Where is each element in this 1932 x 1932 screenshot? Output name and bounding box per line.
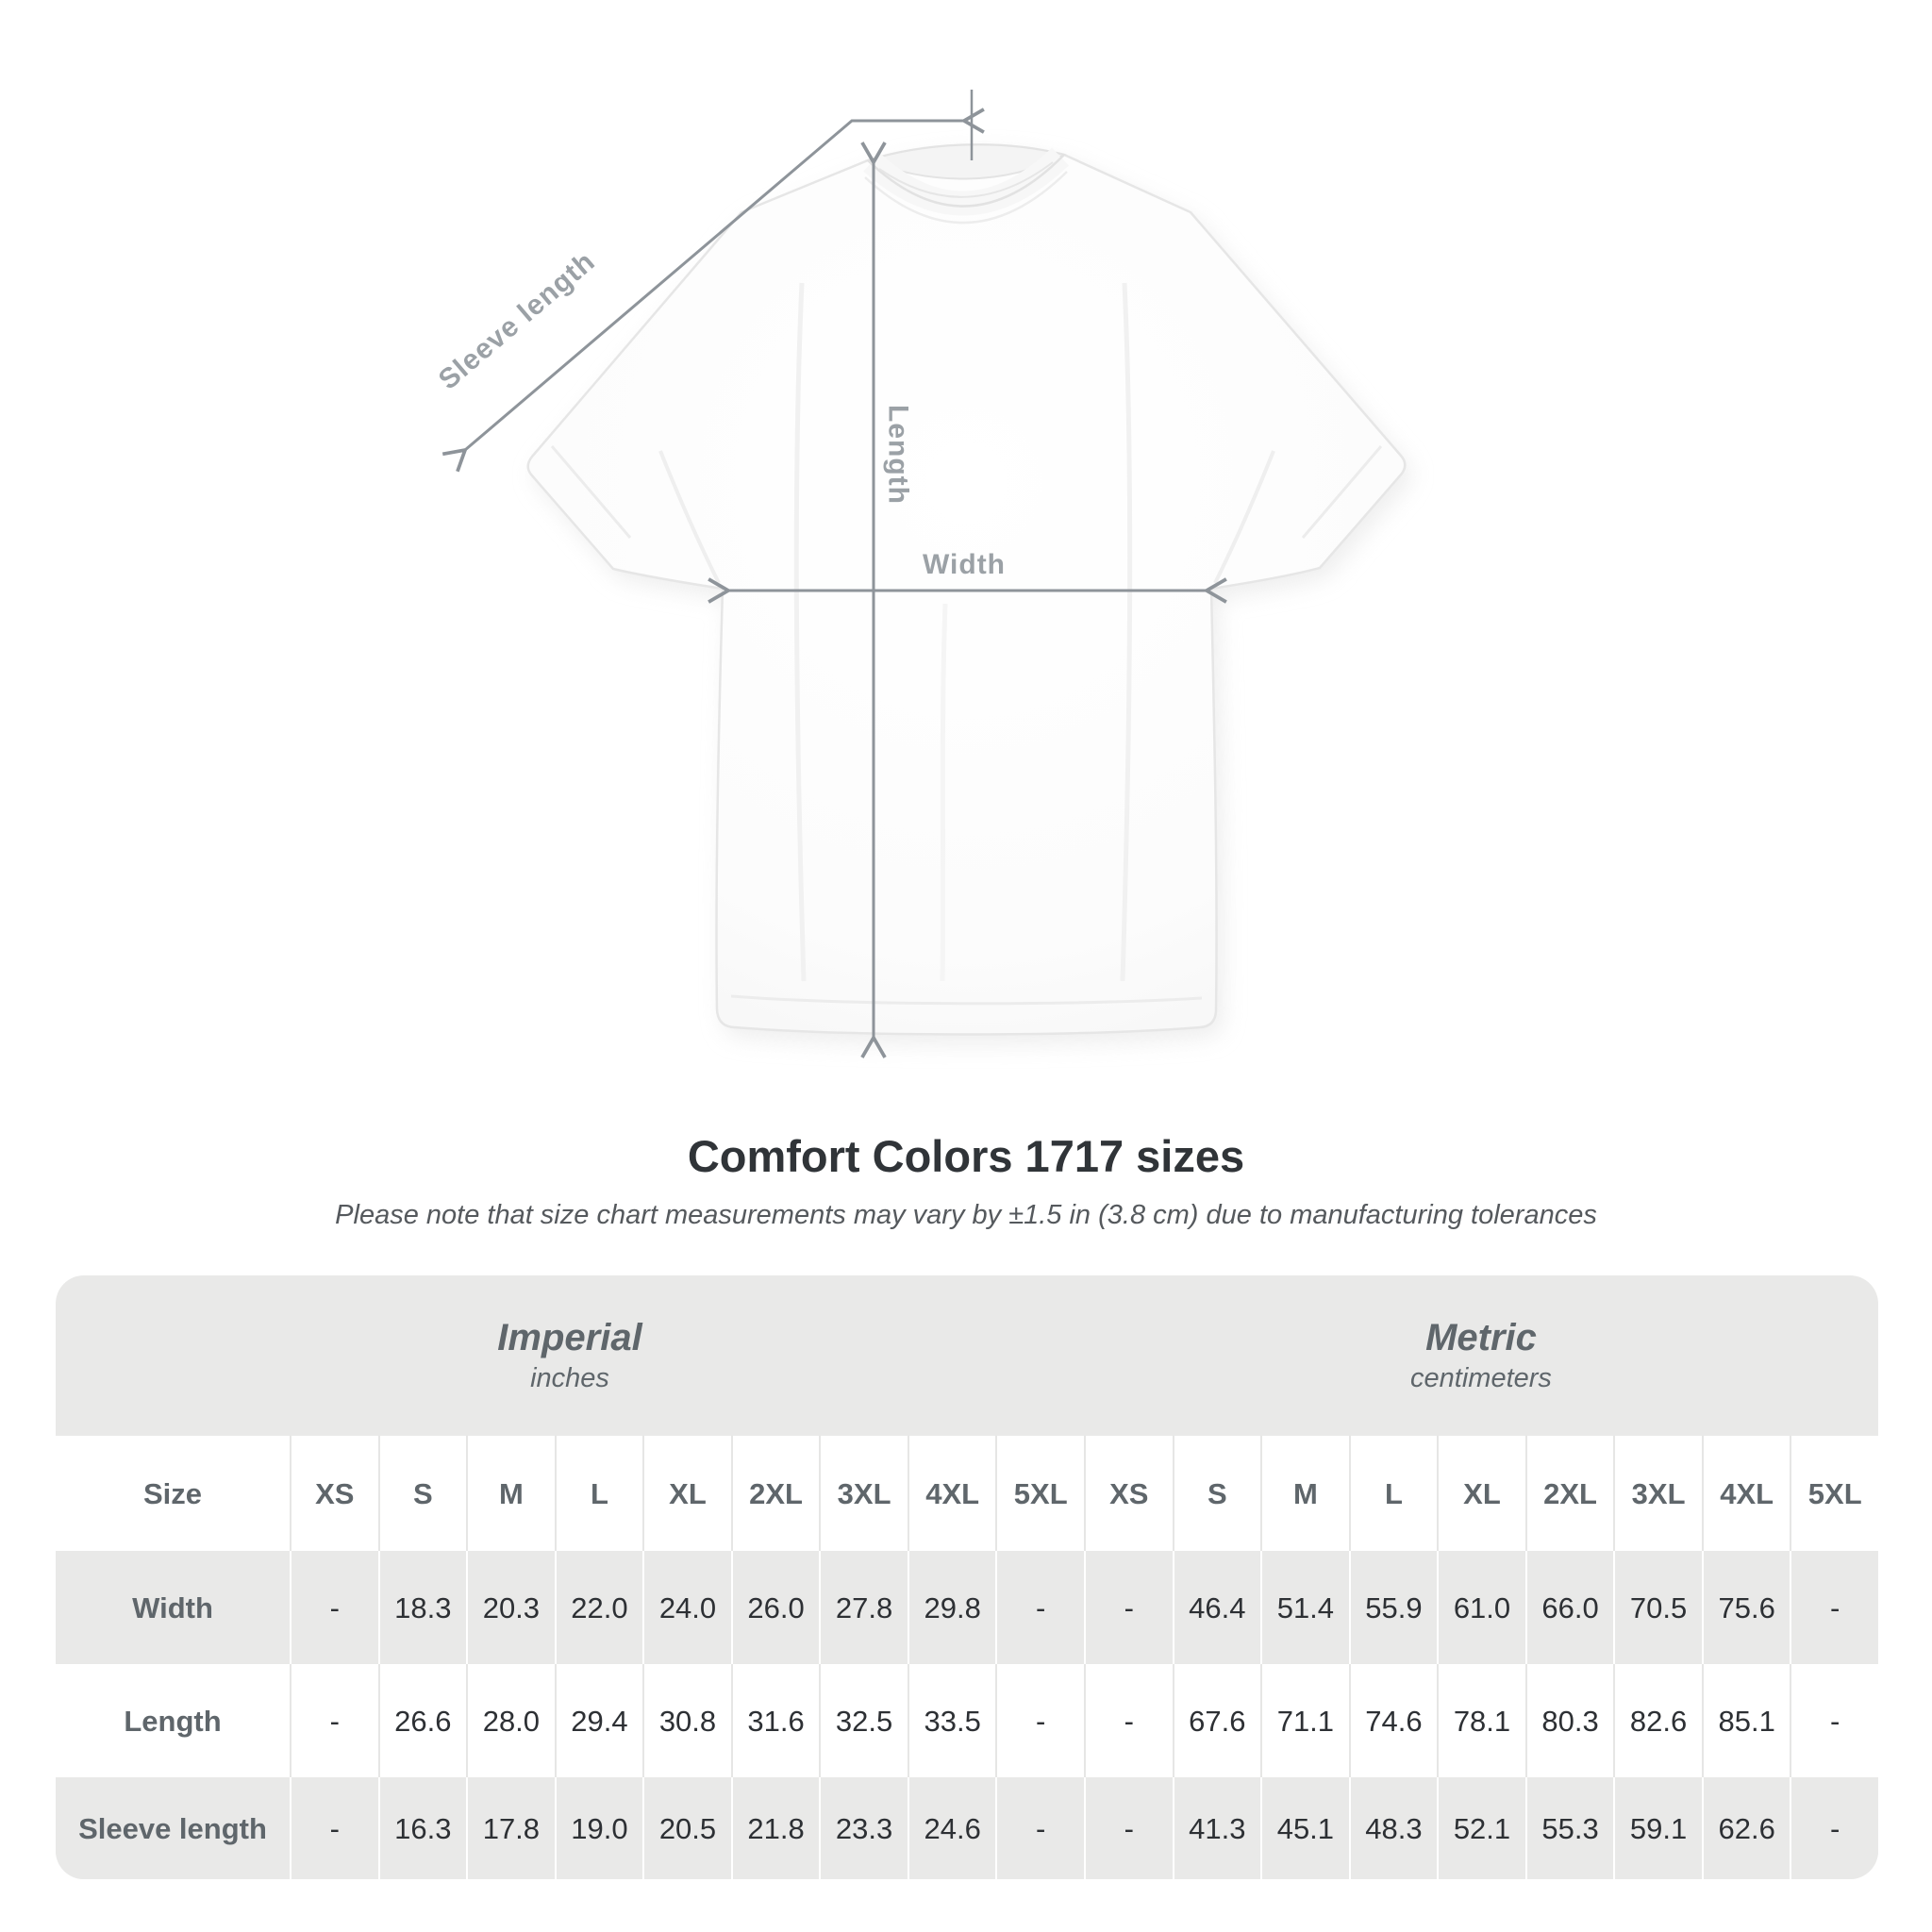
metric-group-header: Metric centimeters [1084,1275,1878,1436]
table-row: Sleeve length -16.3 17.8 19.0 20.5 21.8 23.3 24… [56,1777,1878,1879]
value-cell-imperial: 33.5 [907,1664,996,1777]
value-cell-imperial: 24.0 [642,1551,731,1664]
size-header-cell: M [1260,1436,1349,1551]
value-cell-imperial: - [290,1664,378,1777]
size-header-cell: XL [1437,1436,1525,1551]
size-header-cell: S [1172,1436,1261,1551]
value-cell-imperial: 32.5 [819,1664,908,1777]
table-row: Width -18.3 20.3 22.0 24.0 26.0 27.8 29.8- -46.4… [56,1551,1878,1664]
metric-group-title: Metric [1425,1317,1537,1358]
size-header-cell: XS [1084,1436,1173,1551]
value-cell-metric: 80.3 [1524,1664,1614,1777]
length-label: Length [883,405,914,505]
measurement-row-label: Width [132,1591,213,1624]
value-cell-imperial: 19.0 [554,1777,643,1879]
size-header-cell: L [554,1436,643,1551]
value-cell-metric: - [1084,1777,1173,1879]
value-cell-metric: - [1790,1664,1878,1777]
width-label: Width [923,549,1006,580]
value-cell-imperial: 18.3 [377,1551,467,1664]
sleeve-length-arrow [465,121,964,450]
value-cell-metric: 52.1 [1437,1777,1525,1879]
imperial-group-title: Imperial [497,1317,642,1358]
value-cell-metric: 75.6 [1701,1551,1790,1664]
size-header-cell: 4XL [907,1436,996,1551]
value-cell-imperial: 16.3 [377,1777,467,1879]
size-header-cell: 5XL [1790,1436,1878,1551]
value-cell-imperial: 29.4 [554,1664,643,1777]
size-header-cell: XL [642,1436,731,1551]
dimension-lines [465,90,1207,1038]
size-header-cell: S [377,1436,467,1551]
value-cell-imperial: - [995,1664,1084,1777]
value-cell-imperial: 29.8 [907,1551,996,1664]
value-cell-metric: 55.9 [1348,1551,1438,1664]
value-cell-imperial: 28.0 [466,1664,555,1777]
size-header-cell: XS [290,1436,378,1551]
value-cell-metric: 71.1 [1260,1664,1349,1777]
value-cell-imperial: - [290,1777,378,1879]
value-cell-metric: 82.6 [1613,1664,1702,1777]
value-cell-metric: 48.3 [1348,1777,1438,1879]
value-cell-imperial: 22.0 [554,1551,643,1664]
table-row: Size XS S M L XL 2XL 3XL 4XL 5XL XS S M L XL 2XL 3XL 4XL 5… [56,1436,1878,1551]
value-cell-imperial: 31.6 [730,1664,820,1777]
value-cell-metric: 46.4 [1172,1551,1261,1664]
measurement-row-label: Length [124,1704,222,1738]
value-cell-imperial: - [995,1551,1084,1664]
value-cell-metric: - [1084,1664,1173,1777]
value-cell-metric: 41.3 [1172,1777,1261,1879]
value-cell-metric: 61.0 [1437,1551,1525,1664]
imperial-group-unit: inches [530,1363,609,1393]
value-cell-metric: 55.3 [1524,1777,1614,1879]
unit-group-header-row: Imperial inches Metric centimeters [56,1275,1878,1436]
value-cell-metric: - [1790,1777,1878,1879]
value-cell-imperial: 24.6 [907,1777,996,1879]
size-column-header: Size [142,1476,203,1510]
value-cell-imperial: 26.0 [730,1551,820,1664]
value-cell-metric: - [1790,1551,1878,1664]
value-cell-metric: 74.6 [1348,1664,1438,1777]
value-cell-metric: 67.6 [1172,1664,1261,1777]
value-cell-metric: 70.5 [1613,1551,1702,1664]
size-header-cell: 4XL [1701,1436,1790,1551]
value-cell-imperial: 20.5 [642,1777,731,1879]
table-row: Length -26.6 28.0 29.4 30.8 31.6 32.5 33.5- -67.… [56,1664,1878,1777]
size-table: Imperial inches Metric centimeters Size X… [56,1275,1878,1879]
value-cell-metric: - [1084,1551,1173,1664]
tolerance-note: Please note that size chart measurements… [335,1200,1597,1230]
value-cell-metric: 66.0 [1524,1551,1614,1664]
size-header-cell: M [466,1436,555,1551]
value-cell-metric: 85.1 [1701,1664,1790,1777]
size-table-body: Size XS S M L XL 2XL 3XL 4XL 5XL XS S M L XL 2XL 3XL 4XL 5… [56,1436,1878,1879]
metric-group-unit: centimeters [1410,1363,1552,1393]
value-cell-metric: 62.6 [1701,1777,1790,1879]
value-cell-imperial: 30.8 [642,1664,731,1777]
value-cell-imperial: 27.8 [819,1551,908,1664]
value-cell-imperial: 21.8 [730,1777,820,1879]
value-cell-imperial: 26.6 [377,1664,467,1777]
value-cell-imperial: 23.3 [819,1777,908,1879]
value-cell-imperial: 20.3 [466,1551,555,1664]
value-cell-imperial: - [290,1551,378,1664]
size-header-cell: 3XL [819,1436,908,1551]
value-cell-metric: 51.4 [1260,1551,1349,1664]
value-cell-imperial: - [995,1777,1084,1879]
imperial-group-header: Imperial inches [56,1275,1084,1436]
value-cell-imperial: 17.8 [466,1777,555,1879]
value-cell-metric: 45.1 [1260,1777,1349,1879]
size-header-cell: 2XL [730,1436,820,1551]
size-header-cell: L [1348,1436,1438,1551]
measurement-row-label: Sleeve length [78,1811,267,1845]
size-header-cell: 5XL [995,1436,1084,1551]
sleeve-length-label: Sleeve length [433,245,601,395]
value-cell-metric: 59.1 [1613,1777,1702,1879]
tshirt-measurement-diagram: Sleeve length Length Width [433,90,1412,1113]
page-title: Comfort Colors 1717 sizes [687,1131,1245,1181]
value-cell-metric: 78.1 [1437,1664,1525,1777]
size-header-cell: 2XL [1524,1436,1614,1551]
size-header-cell: 3XL [1613,1436,1702,1551]
